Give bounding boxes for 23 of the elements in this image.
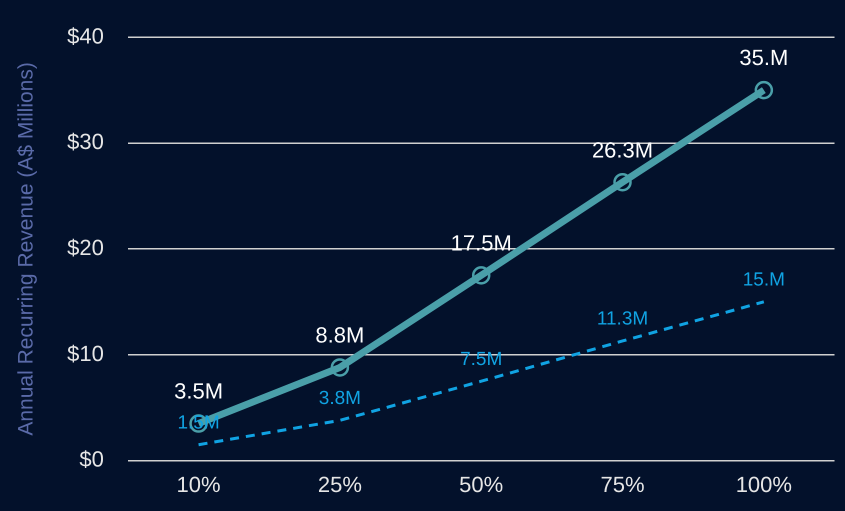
data-label: 26.3M [592,137,654,162]
point [754,80,774,100]
y-tick-label: $10 [67,340,104,366]
y-tick-label: $20 [67,234,104,260]
x-tick-label: 75% [600,472,645,497]
y-tick-label: $0 [79,446,104,472]
data-label: 3.8M [318,388,362,410]
data-label: 7.5M [460,348,502,370]
data-label: 11.3M [596,308,648,330]
y-axis-title: Annual Recurring Revenue (A$ Millions) [14,62,38,436]
data-label: 8.8M [315,322,364,348]
point [613,172,632,192]
x-tick-label: 100% [736,472,792,497]
point [330,358,350,377]
point [472,266,490,285]
x-tick-label: 25% [318,472,362,497]
y-tick-label: $30 [67,129,104,154]
data-label: 35.M [739,45,788,70]
y-tick-label: $40 [67,23,104,48]
data-label: 15.M [742,270,785,291]
x-tick-label: 10% [176,472,221,497]
data-label: 3.5M [174,378,224,404]
x-tick-label: 50% [459,472,504,497]
